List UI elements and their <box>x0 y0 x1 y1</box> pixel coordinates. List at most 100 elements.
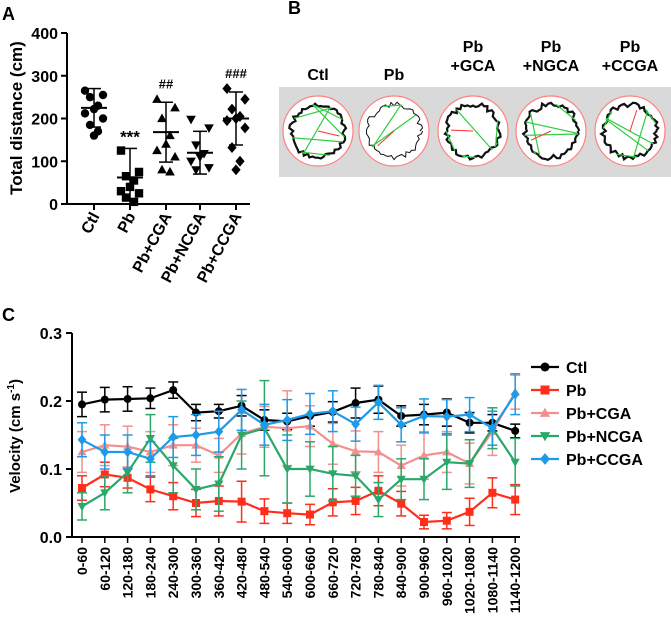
panel-b-path-black <box>521 101 581 161</box>
panel-c-point <box>465 507 474 516</box>
panel-c-legend-item: Pb+NCGA <box>531 429 643 446</box>
panel-c-legend-label: Pb+NCGA <box>566 429 643 446</box>
panel-c-point <box>100 489 110 498</box>
panel-a-x-tick-label: Ctl <box>79 210 104 237</box>
panel-b-path-green <box>291 103 345 156</box>
panel-c-point <box>328 470 338 479</box>
panel-c-x-tick-label: 1080-1140 <box>484 547 500 613</box>
panel-c-point <box>396 475 406 484</box>
panel-c-point <box>420 518 428 527</box>
panel-a-scatter: Total distance (cm) 0 100 200 300 400 Ctl ***… <box>7 26 250 286</box>
panel-c-series-pb <box>77 461 521 530</box>
panel-label-c: C <box>2 305 15 325</box>
panel-b-arena-track <box>594 95 666 167</box>
panel-c-point <box>510 389 520 400</box>
panel-c-series-pb-ccga <box>77 373 521 477</box>
panel-c-x-tick-label: 1140-1200 <box>507 547 523 613</box>
panel-label-b: B <box>288 0 301 18</box>
panel-a-significance: *** <box>120 127 140 146</box>
panel-c-point <box>169 386 178 395</box>
panel-b-group-label: +GCA <box>451 58 496 75</box>
panel-c-point <box>465 460 475 469</box>
panel-b-tracks: Ctl Pb Pb +GCA Pb +NGCA Pb +CCGA <box>279 39 671 177</box>
panel-c-point <box>123 394 132 403</box>
panel-b-group-label: +CCGA <box>602 58 659 75</box>
panel-c-point <box>511 495 520 504</box>
panel-a-point <box>85 92 95 102</box>
panel-a-y-tick-label: 0 <box>49 197 58 214</box>
panel-c-series-line <box>81 426 517 508</box>
panel-a-significance: ### <box>225 66 247 81</box>
panel-label-a: A <box>2 4 15 24</box>
panel-c-point <box>168 431 178 443</box>
panel-c-x-tick-label: 720-780 <box>348 547 364 599</box>
panel-b-arena-track <box>358 95 430 167</box>
panel-c-point <box>328 439 338 448</box>
panel-a-point <box>134 167 144 177</box>
panel-c-series-ctl <box>77 381 521 439</box>
panel-c-point <box>214 426 224 437</box>
panel-c-series-pb-ncga <box>77 379 521 521</box>
panel-c-point <box>282 414 292 426</box>
panel-a-group-pb-ccga: ###Pb+CCGA <box>194 66 250 286</box>
panel-a-point <box>165 130 175 140</box>
panel-c-point <box>191 429 201 441</box>
panel-c-legend-label: Pb+CCGA <box>566 452 643 469</box>
panel-c-point <box>145 435 155 444</box>
panel-a-point <box>89 131 99 140</box>
panel-a-point <box>170 102 180 112</box>
panel-a-x-tick-label: Pb <box>115 210 140 236</box>
panel-c-point <box>488 423 497 434</box>
panel-a-point <box>227 103 237 115</box>
panel-c-y-tick-label: 0.1 <box>40 462 62 479</box>
panel-c-point <box>214 480 224 489</box>
panel-c-y-tick-label: 0.2 <box>40 394 62 411</box>
panel-c-legend-marker <box>540 362 550 372</box>
panel-a-point <box>80 109 90 118</box>
panel-a-point <box>134 189 144 198</box>
panel-c-x-tick-label: 900-960 <box>416 547 432 599</box>
panel-b-group-label: Pb <box>541 39 562 56</box>
panel-b-path-black <box>288 102 348 160</box>
panel-c-point <box>123 469 133 478</box>
panel-b-arena-track <box>282 95 354 167</box>
panel-a-point <box>240 93 250 105</box>
panel-c-point <box>511 426 520 435</box>
panel-c-point <box>419 475 429 484</box>
panel-b-path-black <box>599 101 660 162</box>
panel-c-point <box>442 516 451 525</box>
panel-c-x-tick-label: 360-420 <box>211 547 227 599</box>
panel-a-point <box>98 114 108 123</box>
panel-b-arena-track <box>515 95 587 167</box>
panel-c-x-tick-label: 420-480 <box>234 547 250 599</box>
panel-c-point <box>396 419 406 430</box>
panel-b-path-red <box>377 130 395 147</box>
panel-a-significance: ## <box>159 76 174 91</box>
panel-c-legend-marker <box>539 407 551 417</box>
panel-c-point <box>191 486 201 495</box>
panel-a-y-tick-label: 400 <box>31 26 58 43</box>
panel-c-x-tick-label: 600-660 <box>302 547 318 599</box>
panel-a-point <box>235 155 245 167</box>
panel-c-point <box>373 447 383 456</box>
panel-a-point <box>191 141 201 151</box>
panel-b-arena-track <box>437 95 509 167</box>
panel-c-point <box>351 399 360 408</box>
panel-a-point <box>121 172 131 181</box>
panel-a-point <box>152 145 162 155</box>
panel-c-point <box>78 484 86 493</box>
panel-a-point <box>85 120 95 130</box>
panel-c-y-tick-label: 0.0 <box>40 530 62 547</box>
panel-c-y-tick-label: 0.3 <box>40 326 62 343</box>
panel-a-point <box>186 115 196 125</box>
panel-c-x-tick-label: 780-840 <box>370 547 386 599</box>
panel-c-point <box>260 507 269 516</box>
panel-b-path-green <box>524 104 579 156</box>
panel-c-point <box>146 453 155 464</box>
panel-c-point <box>123 446 132 458</box>
panel-c-x-tick-label: 120-180 <box>120 547 136 599</box>
panel-c-point <box>237 431 247 440</box>
panel-b-group-label: Ctl <box>307 67 328 84</box>
panel-c-x-tick-label: 840-900 <box>393 547 409 599</box>
